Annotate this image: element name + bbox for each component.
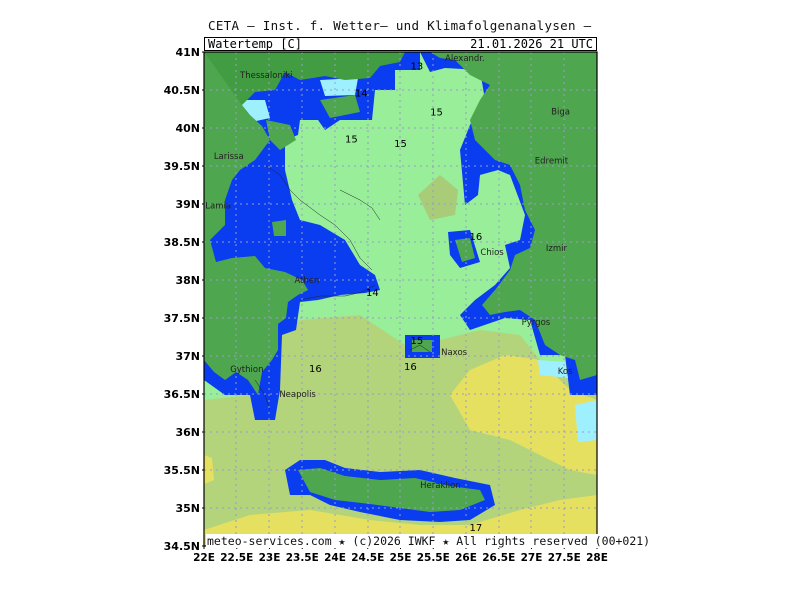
city-label: Edremit	[535, 157, 569, 167]
contour-label: 14	[355, 88, 368, 99]
header-institute-line: CETA — Inst. f. Wetter— und Klimafolgena…	[208, 18, 592, 33]
city-label: Izmir	[546, 244, 568, 254]
city-label: Larissa	[214, 152, 244, 162]
contour-label: 15	[345, 135, 358, 146]
x-tick-label: 25.5E	[417, 552, 450, 564]
x-tick-label: 23.5E	[286, 552, 319, 564]
city-label: Kos	[558, 367, 573, 377]
y-tick-label: 37N	[175, 350, 200, 363]
x-tick-label: 24E	[324, 552, 346, 564]
y-tick-label: 40N	[175, 122, 200, 135]
grid-lines	[204, 52, 597, 546]
coast-green-rings	[204, 52, 405, 105]
y-tick-label: 37.5N	[164, 312, 200, 325]
x-tick-label: 25E	[390, 552, 412, 564]
credit-line: meteo-services.com ★ (c)2026 IWKF ★ All …	[206, 534, 652, 548]
city-label: Alexandr.	[445, 54, 485, 64]
sea-olive-patch	[418, 175, 458, 220]
contour-label: 15	[430, 107, 443, 118]
x-tick-label: 28E	[586, 552, 608, 564]
contour-label-layer: 13 14 15 15 15 16 14 15 16 16 17	[309, 62, 482, 534]
city-label: Biga	[551, 107, 570, 117]
title-box: Watertemp [C] 21.01.2026 21 UTC	[204, 37, 597, 51]
y-tick-label: 35N	[175, 502, 200, 515]
contour-label: 16	[404, 362, 417, 373]
contour-label: 15	[394, 139, 407, 150]
y-axis-ticks: 41N 40.5N 40N 39.5N 39N 38.5N 38N 37.5N 37N 36.5N…	[164, 46, 204, 553]
x-tick-label: 26.5E	[482, 552, 515, 564]
city-label: Gythion	[230, 365, 263, 375]
city-layer: Thessaloniki Alexandr. Biga Larissa Edremit L…	[205, 54, 573, 491]
y-tick-label: 36N	[175, 426, 200, 439]
y-tick-label: 39N	[175, 198, 200, 211]
x-tick-label: 27E	[521, 552, 543, 564]
y-tick-label: 38.5N	[164, 236, 200, 249]
x-tick-label: 22.5E	[220, 552, 253, 564]
x-tick-label: 26E	[455, 552, 477, 564]
x-tick-label: 24.5E	[351, 552, 384, 564]
city-label: Chios	[480, 248, 504, 258]
y-tick-label: 35.5N	[164, 464, 200, 477]
land	[204, 52, 597, 512]
datetime-label: 21.01.2026 21 UTC	[470, 37, 593, 51]
y-tick-label: 39.5N	[164, 160, 200, 173]
x-tick-label: 22E	[193, 552, 215, 564]
city-label: Thessaloniki	[239, 71, 292, 81]
city-label: Lamia	[205, 202, 231, 212]
y-tick-label: 36.5N	[164, 388, 200, 401]
parameter-label: Watertemp [C]	[208, 37, 302, 51]
x-axis-ticks: 22E 22.5E 23E 23.5E 24E 24.5E 25E 25.5E 26E 26.5E…	[193, 546, 608, 564]
y-tick-label: 34.5N	[164, 540, 200, 553]
city-label: Naxos	[441, 348, 468, 358]
y-tick-label: 41N	[175, 46, 200, 59]
city-label: Athen	[294, 276, 319, 286]
sea-warm-area	[450, 355, 597, 475]
x-tick-label: 23E	[259, 552, 281, 564]
contour-label: 15	[411, 336, 424, 347]
y-tick-label: 40.5N	[164, 84, 200, 97]
contour-label: 16	[309, 364, 322, 375]
city-label: Pyrgos	[522, 318, 551, 328]
city-label: Heraklion	[420, 481, 461, 491]
contour-label: 16	[469, 232, 482, 243]
city-label: Neapolis	[279, 390, 316, 400]
y-tick-label: 38N	[175, 274, 200, 287]
contour-label: 14	[366, 288, 379, 299]
contour-label: 13	[411, 62, 424, 73]
contour-label: 17	[469, 523, 482, 534]
sea-warm-west	[204, 455, 214, 484]
x-tick-label: 27.5E	[548, 552, 581, 564]
